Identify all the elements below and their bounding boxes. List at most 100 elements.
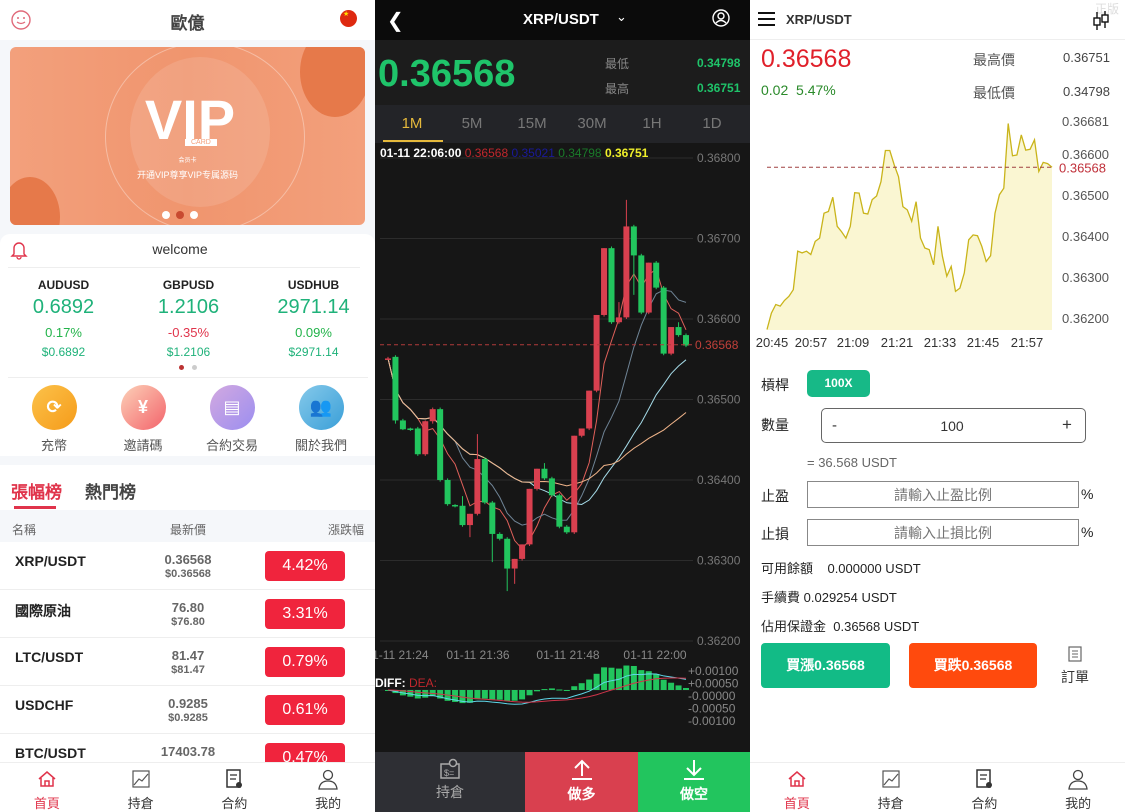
orders-icon <box>1068 646 1082 662</box>
ticker-gbpusd[interactable]: GBPUSD 1.2106 -0.35% $1.2106 <box>157 278 220 359</box>
go-long-button[interactable]: 做多 <box>525 752 638 812</box>
buy-down-button[interactable]: 買跌0.36568 <box>909 643 1037 688</box>
quantity-input[interactable]: 100 <box>940 418 964 434</box>
macd-bar <box>466 690 473 703</box>
ticker-audusd[interactable]: AUDUSD 0.6892 0.17% $0.6892 <box>32 278 95 359</box>
candlestick-chart[interactable]: 0.36800 0.36700 0.36600 0.36500 0.36400 0.363… <box>375 142 750 665</box>
account-icon[interactable] <box>712 9 730 27</box>
notice-text[interactable]: welcome <box>152 241 208 257</box>
col-name: 名稱 <box>12 523 37 537</box>
watermark: 正版 <box>1095 2 1120 16</box>
timeframe-tabs <box>375 105 750 143</box>
price-area-chart[interactable]: 0.36681 0.36600 0.36500 0.36400 0.36300 0.362… <box>750 110 1125 355</box>
macd-bar <box>422 690 429 698</box>
orders-button[interactable]: 訂單 <box>1055 645 1095 687</box>
dea-line <box>387 677 687 703</box>
table-row[interactable]: LTC/USDT 81.47 $81.47 0.79% <box>0 638 375 686</box>
candle <box>399 420 406 430</box>
row-name: USDCHF <box>15 697 74 713</box>
shortcut-invite[interactable]: ¥ 邀請碼 <box>98 385 188 454</box>
available-balance: 可用餘額 0.000000 USDT <box>761 561 921 576</box>
leverage-label: 槓桿 <box>761 377 789 393</box>
nav-contract[interactable]: 合約 <box>938 763 1032 812</box>
vip-banner[interactable]: VIP CARD 会员卡 开通VIP尊享VIP专属源码 <box>10 47 365 225</box>
invite-icon: ¥ <box>120 385 166 430</box>
nav-home[interactable]: 首頁 <box>0 763 94 812</box>
pair-selector[interactable]: XRP/USDT <box>523 11 599 28</box>
macd-bar <box>519 690 526 700</box>
tab-hot[interactable]: 熱門榜 <box>85 483 136 502</box>
nav-contract[interactable]: 合約 <box>188 763 282 812</box>
leverage-button[interactable]: 100X <box>807 370 870 397</box>
nav-profile[interactable]: 我的 <box>281 763 375 812</box>
go-short-button[interactable]: 做空 <box>638 752 750 812</box>
macd-bar <box>638 670 645 690</box>
upload-arrow-icon <box>571 759 592 780</box>
current-price-label: 0.36568 <box>695 338 739 352</box>
nav-positions[interactable]: 持倉 <box>94 763 188 812</box>
table-row[interactable]: XRP/USDT 0.36568 $0.36568 4.42% <box>0 542 375 590</box>
china-flag-icon[interactable]: ★ <box>340 10 357 27</box>
macd-bar <box>586 679 593 690</box>
current-price-label: 0.36568 <box>1059 160 1106 175</box>
shortcut-deposit[interactable]: ⟳ 充幣 <box>9 385 99 454</box>
ticker-usdhub[interactable]: USDHUB 2971.14 0.09% $2971.14 <box>277 278 350 359</box>
tf-30m[interactable]: 30M <box>577 115 607 132</box>
take-profit-input[interactable] <box>807 481 1079 508</box>
tf-15m[interactable]: 15M <box>517 115 547 132</box>
candle <box>519 544 526 559</box>
price-line <box>766 123 1053 330</box>
candle <box>481 459 488 503</box>
y-tick-label: 0.36700 <box>697 232 741 246</box>
stop-loss-input[interactable] <box>807 519 1079 546</box>
candle <box>653 262 660 288</box>
nav-positions[interactable]: 持倉 <box>844 763 938 812</box>
candlestick-icon[interactable] <box>1090 10 1112 32</box>
tf-1m[interactable]: 1M <box>401 115 423 132</box>
last-price: 0.36568 <box>378 53 516 95</box>
banner-dot[interactable] <box>190 211 198 219</box>
shortcut-about[interactable]: 👥 關於我們 <box>276 385 366 454</box>
candle <box>601 248 608 315</box>
macd-bar <box>548 688 555 690</box>
decrease-button[interactable]: - <box>832 417 837 434</box>
tf-1d[interactable]: 1D <box>702 115 722 132</box>
kline-screen: ❮ XRP/USDT ⌄ 0.36568 最低 0.34798 最高 0.367… <box>375 0 750 812</box>
back-arrow-icon[interactable]: ❮ <box>387 10 404 32</box>
tab-gainers[interactable]: 張幅榜 <box>11 483 62 502</box>
nav-profile[interactable]: 我的 <box>1031 763 1125 812</box>
change-badge: 0.79% <box>265 647 345 677</box>
menu-icon[interactable] <box>758 12 775 26</box>
home-header: 歐億 ★ <box>0 0 375 40</box>
shortcut-contract[interactable]: ▤ 合約交易 <box>187 385 277 454</box>
banner-dot[interactable] <box>162 211 170 219</box>
x-tick-label: 21:33 <box>924 335 957 350</box>
banner-dot-active[interactable] <box>176 211 184 219</box>
macd-bar <box>489 690 496 700</box>
candle <box>563 526 570 533</box>
buy-up-button[interactable]: 買漲0.36568 <box>761 643 890 688</box>
x-tick-label: 20:45 <box>756 335 789 350</box>
bell-icon[interactable] <box>10 240 28 260</box>
row-price: 0.9285 $0.9285 <box>168 696 208 724</box>
macd-bar <box>504 690 511 701</box>
about-icon: 👥 <box>298 385 344 430</box>
table-row[interactable]: USDCHF 0.9285 $0.9285 0.61% <box>0 686 375 734</box>
ticker-dot-active[interactable] <box>179 365 184 370</box>
chevron-down-icon[interactable]: ⌄ <box>616 9 627 24</box>
y-tick-label: 0.36600 <box>1062 147 1109 162</box>
tf-1h[interactable]: 1H <box>642 115 662 132</box>
positions-button[interactable]: $= 持倉 <box>375 752 525 812</box>
increase-button[interactable]: + <box>1062 415 1072 434</box>
macd-bar <box>608 667 615 690</box>
table-row[interactable]: 國際原油 76.80 $76.80 3.31% <box>0 590 375 638</box>
nav-home[interactable]: 首頁 <box>750 763 844 812</box>
x-tick-label: 20:57 <box>795 335 828 350</box>
support-face-icon[interactable] <box>10 9 32 31</box>
candle <box>548 478 555 496</box>
tf-5m[interactable]: 5M <box>461 115 483 132</box>
ticker-dot[interactable] <box>192 365 197 370</box>
wallet-search-icon: $= <box>440 758 460 779</box>
price-summary: 0.36568 最低 0.34798 最高 0.36751 <box>375 40 750 105</box>
candle <box>385 358 391 360</box>
